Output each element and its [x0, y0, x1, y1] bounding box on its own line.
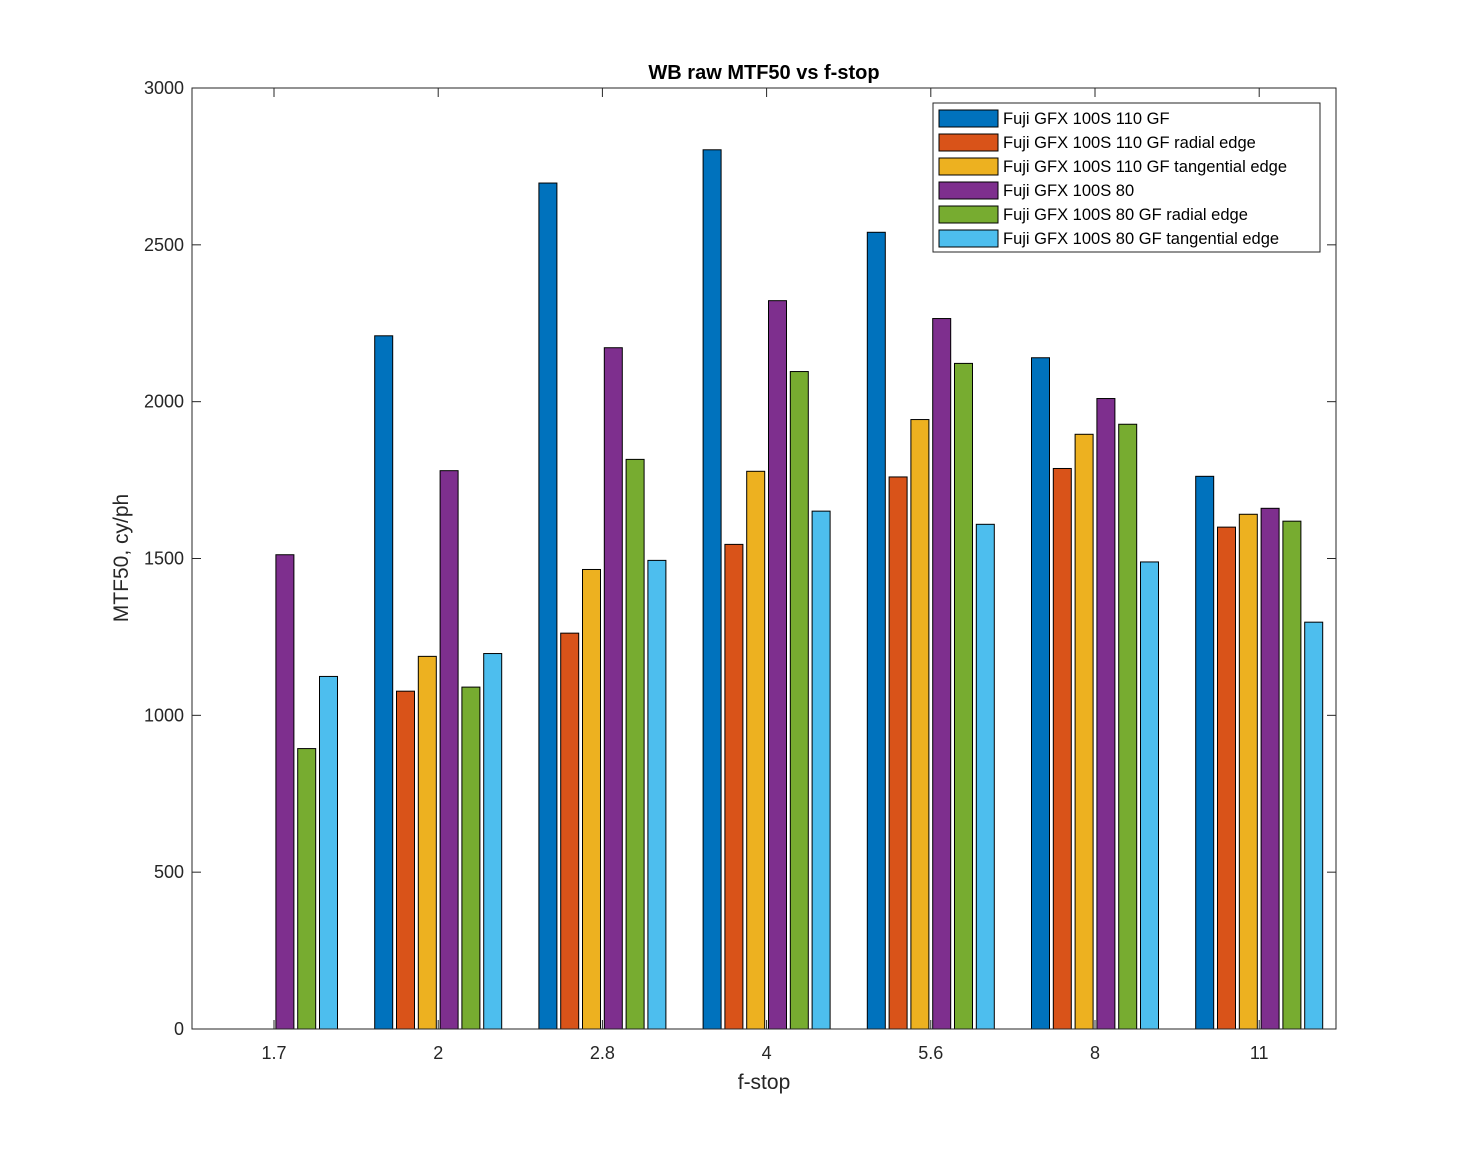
bar-5-2.8	[625, 458, 645, 1030]
legend-swatch	[938, 157, 999, 176]
bar-5-1.7	[297, 748, 317, 1030]
y-tick-label: 1500	[144, 549, 184, 569]
bar-3-11	[1238, 513, 1258, 1030]
legend: Fuji GFX 100S 110 GF Fuji GFX 100S 110 GF…	[932, 102, 1321, 253]
bar-4-1.7	[275, 554, 295, 1030]
bar-6-4	[811, 510, 831, 1030]
bar-6-2	[483, 653, 503, 1030]
bar-3-8	[1074, 433, 1094, 1030]
bar-1-8	[1031, 357, 1050, 1030]
legend-box	[932, 102, 1321, 253]
bar-3-2.8	[582, 568, 601, 1030]
bar-6-1.7	[319, 675, 338, 1030]
bar-1-5.6	[866, 231, 886, 1030]
bar-2-2	[396, 690, 415, 1030]
bar-6-2.8	[647, 559, 667, 1030]
bar-4-2.8	[603, 347, 623, 1030]
x-tick-label: 4	[762, 1043, 772, 1063]
bar-3-2	[417, 655, 437, 1030]
x-tick-label: 1.7	[261, 1043, 286, 1063]
bar-6-5.6	[975, 523, 995, 1030]
legend-swatch	[938, 133, 999, 152]
legend-label: Fuji GFX 100S 80 GF tangential edge	[1003, 230, 1279, 248]
x-tick-label: 5.6	[918, 1043, 943, 1063]
bar-5-2	[461, 686, 481, 1030]
y-tick-label: 2000	[144, 392, 184, 412]
legend-label: Fuji GFX 100S 80	[1003, 182, 1134, 200]
bar-1-2.8	[538, 182, 558, 1030]
bar-2-2.8	[560, 632, 580, 1030]
legend-swatch	[938, 109, 999, 128]
bar-2-11	[1217, 526, 1236, 1030]
bar-2-5.6	[888, 476, 908, 1030]
x-tick-label: 8	[1090, 1043, 1100, 1063]
legend-label: Fuji GFX 100S 110 GF	[1003, 110, 1170, 128]
x-tick-label: 11	[1250, 1043, 1269, 1063]
bar-5-11	[1282, 520, 1302, 1030]
bar-1-2	[374, 335, 394, 1030]
y-axis-label: MTF50, cy/ph	[110, 494, 133, 622]
bar-5-5.6	[954, 362, 973, 1030]
bar-6-8	[1140, 561, 1159, 1030]
bar-3-4	[746, 470, 766, 1030]
x-axis-label: f-stop	[738, 1071, 791, 1094]
bar-3-5.6	[910, 419, 930, 1030]
y-tick-label: 0	[174, 1019, 184, 1039]
bar-4-4	[768, 300, 787, 1030]
bars-layer	[275, 149, 1324, 1030]
bar-4-11	[1260, 507, 1280, 1030]
bar-4-5.6	[932, 318, 952, 1030]
bar-6-11	[1304, 621, 1324, 1030]
y-tick-label: 1000	[144, 705, 184, 725]
y-tick-label: 3000	[144, 78, 184, 98]
legend-swatch	[938, 205, 999, 224]
legend-items: Fuji GFX 100S 110 GF Fuji GFX 100S 110 GF…	[938, 109, 1287, 248]
bar-5-8	[1118, 423, 1138, 1030]
chart-title: WB raw MTF50 vs f-stop	[648, 62, 879, 84]
legend-swatch	[938, 229, 999, 248]
y-tick-label: 500	[154, 862, 184, 882]
bar-1-11	[1195, 475, 1215, 1030]
x-tick-label: 2	[433, 1043, 443, 1063]
legend-label: Fuji GFX 100S 80 GF radial edge	[1003, 206, 1248, 224]
bar-4-2	[439, 470, 459, 1030]
ticks-layer: 0 500 1000 1500 2000 2500 3000 1.7 2 2.8 4 5.6 8 11	[144, 78, 1336, 1063]
bar-1-4	[702, 149, 722, 1030]
legend-label: Fuji GFX 100S 110 GF radial edge	[1003, 134, 1256, 152]
legend-swatch	[938, 181, 999, 200]
bar-4-8	[1096, 398, 1116, 1030]
legend-label: Fuji GFX 100S 110 GF tangential edge	[1003, 158, 1287, 176]
bar-2-8	[1052, 467, 1072, 1030]
bar-2-4	[724, 543, 744, 1030]
bar-5-4	[789, 371, 809, 1030]
y-tick-label: 2500	[144, 235, 184, 255]
x-tick-label: 2.8	[590, 1043, 615, 1063]
